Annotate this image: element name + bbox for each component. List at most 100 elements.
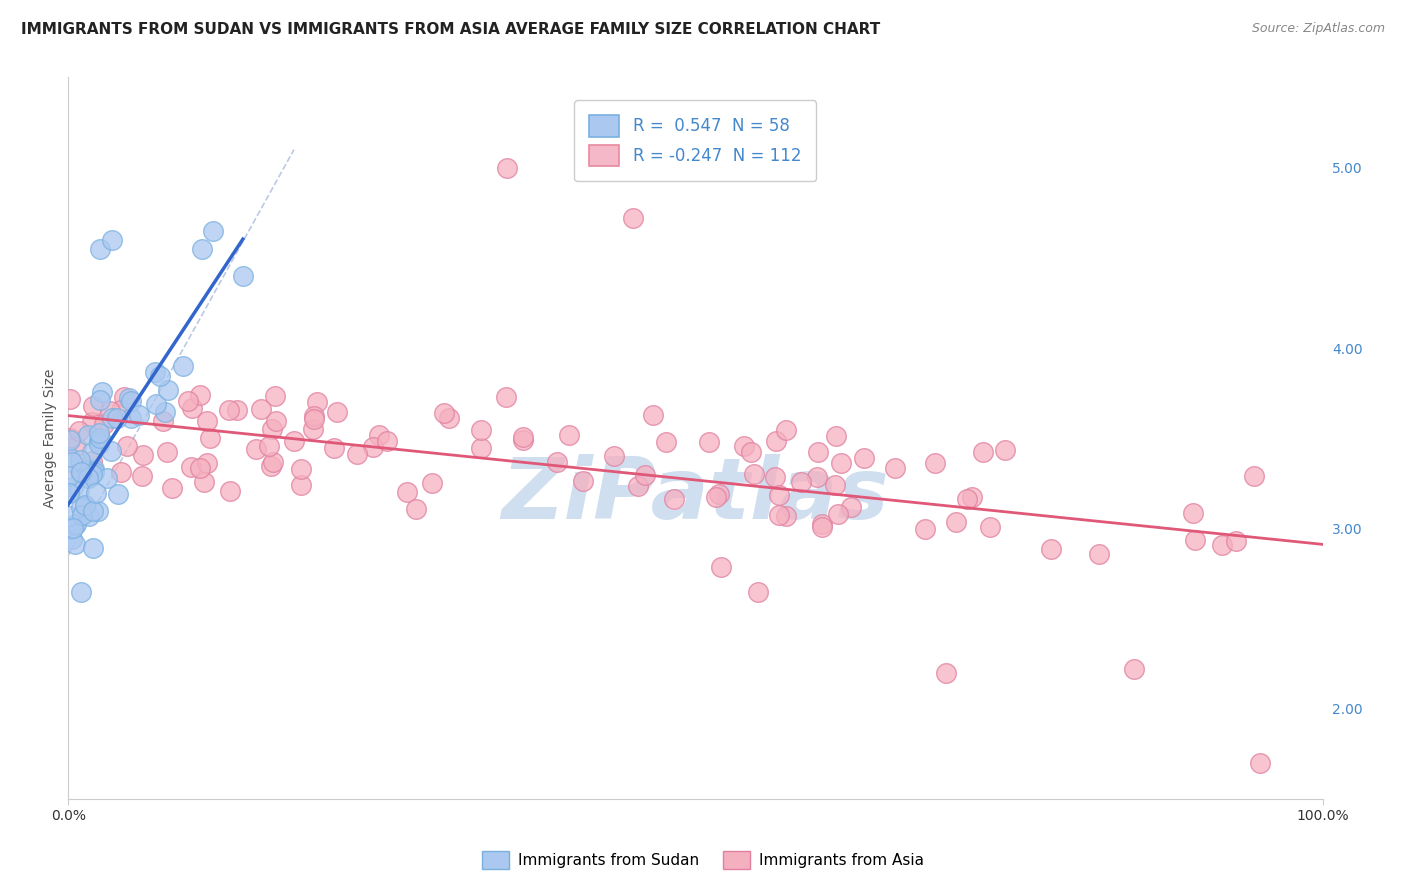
Point xyxy=(120,394,142,409)
Point xyxy=(77,470,100,484)
Point xyxy=(305,394,328,409)
Point xyxy=(709,487,731,501)
Point xyxy=(825,428,848,442)
Point xyxy=(177,394,200,409)
Point xyxy=(75,500,97,514)
Point xyxy=(1039,541,1062,556)
Point xyxy=(747,584,769,599)
Point xyxy=(496,161,519,175)
Point xyxy=(710,559,733,574)
Point xyxy=(115,439,138,453)
Point xyxy=(181,401,204,415)
Point xyxy=(557,427,579,442)
Point xyxy=(361,440,384,454)
Point xyxy=(69,584,91,599)
Point xyxy=(172,359,194,373)
Point xyxy=(765,434,787,448)
Point xyxy=(131,469,153,483)
Point xyxy=(396,484,419,499)
Point xyxy=(1123,662,1146,676)
Point xyxy=(935,665,957,680)
Point xyxy=(302,409,325,423)
Point xyxy=(65,439,87,453)
Point xyxy=(742,467,765,481)
Point xyxy=(58,469,80,483)
Point xyxy=(195,456,218,470)
Point xyxy=(110,403,132,417)
Point xyxy=(145,397,167,411)
Point xyxy=(58,485,80,500)
Point xyxy=(96,471,118,485)
Point xyxy=(979,520,1001,534)
Point xyxy=(67,483,90,497)
Point xyxy=(1225,533,1247,548)
Point xyxy=(839,500,862,515)
Point xyxy=(63,537,86,551)
Point xyxy=(420,476,443,491)
Point xyxy=(704,490,727,504)
Point xyxy=(245,442,267,457)
Point xyxy=(627,479,650,493)
Point xyxy=(82,504,104,518)
Point xyxy=(188,461,211,475)
Point xyxy=(634,468,657,483)
Point xyxy=(69,453,91,467)
Point xyxy=(301,422,323,436)
Point xyxy=(80,416,103,430)
Point xyxy=(768,508,790,522)
Point xyxy=(59,522,82,536)
Point xyxy=(93,417,115,431)
Point xyxy=(72,508,94,523)
Point xyxy=(149,369,172,384)
Point xyxy=(697,434,720,449)
Point xyxy=(495,390,517,404)
Point xyxy=(83,462,105,476)
Point xyxy=(65,516,87,531)
Point xyxy=(945,515,967,529)
Point xyxy=(82,541,104,555)
Point xyxy=(264,389,287,403)
Point xyxy=(59,431,82,445)
Legend: Immigrants from Sudan, Immigrants from Asia: Immigrants from Sudan, Immigrants from A… xyxy=(475,845,931,875)
Point xyxy=(283,434,305,449)
Point xyxy=(198,431,221,445)
Point xyxy=(225,402,247,417)
Point xyxy=(105,410,128,425)
Point xyxy=(232,268,254,283)
Point xyxy=(914,522,936,536)
Point xyxy=(62,521,84,535)
Point xyxy=(405,502,427,516)
Point xyxy=(75,499,97,513)
Point xyxy=(572,475,595,489)
Point xyxy=(132,448,155,462)
Point xyxy=(89,431,111,445)
Text: IMMIGRANTS FROM SUDAN VS IMMIGRANTS FROM ASIA AVERAGE FAMILY SIZE CORRELATION CH: IMMIGRANTS FROM SUDAN VS IMMIGRANTS FROM… xyxy=(21,22,880,37)
Point xyxy=(87,437,110,451)
Point xyxy=(58,450,80,464)
Point xyxy=(143,365,166,379)
Point xyxy=(830,456,852,470)
Point xyxy=(128,408,150,422)
Point xyxy=(156,444,179,458)
Text: Source: ZipAtlas.com: Source: ZipAtlas.com xyxy=(1251,22,1385,36)
Point xyxy=(439,411,461,425)
Point xyxy=(790,475,813,489)
Point xyxy=(89,392,111,407)
Point xyxy=(77,463,100,477)
Point xyxy=(262,422,284,436)
Point xyxy=(972,445,994,459)
Point xyxy=(994,443,1017,458)
Point xyxy=(824,478,846,492)
Point xyxy=(810,520,832,534)
Point xyxy=(60,455,83,469)
Point xyxy=(924,456,946,470)
Point xyxy=(76,470,98,484)
Point xyxy=(1243,469,1265,483)
Point xyxy=(262,455,284,469)
Point xyxy=(377,434,399,448)
Point xyxy=(962,490,984,504)
Point xyxy=(768,487,790,501)
Point xyxy=(512,430,534,444)
Point xyxy=(76,470,98,484)
Point xyxy=(219,483,242,498)
